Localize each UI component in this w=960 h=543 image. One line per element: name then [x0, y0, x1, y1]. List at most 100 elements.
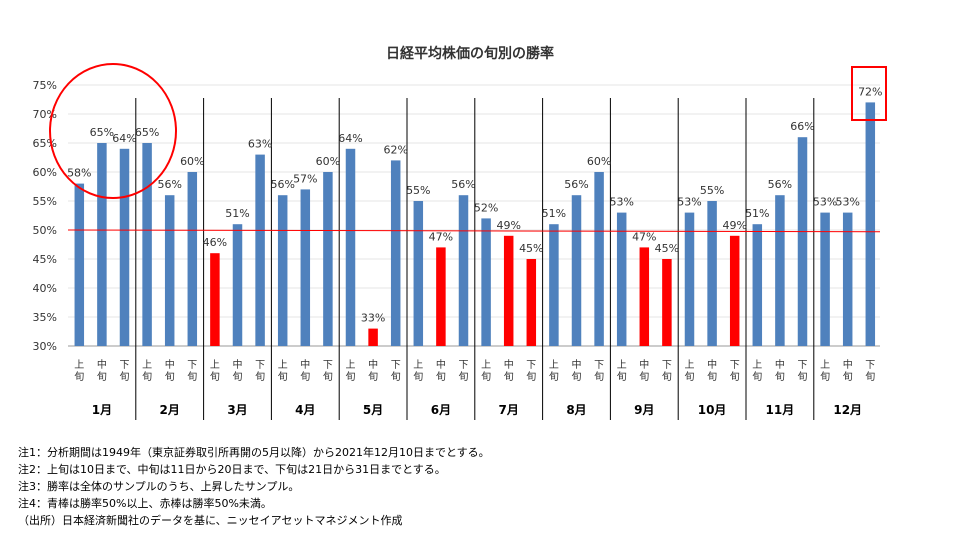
y-tick-label: 40%	[33, 282, 57, 295]
data-label: 52%	[474, 201, 498, 214]
bar	[639, 247, 650, 346]
bar	[390, 160, 401, 346]
bar	[164, 195, 175, 346]
footnotes: 注1：分析期間は1949年（東京証券取引所再開の5月以降）から2021年12月1…	[18, 444, 490, 529]
x-tick-label: 下旬	[865, 360, 875, 383]
bar	[594, 172, 604, 346]
x-tick-label: 中旬	[436, 358, 446, 383]
data-label: 65%	[135, 126, 159, 139]
x-tick-label: 中旬	[504, 358, 514, 383]
bar	[142, 143, 152, 346]
bar	[255, 154, 265, 346]
data-label: 64%	[338, 132, 362, 145]
x-tick-label: 上旬	[820, 359, 830, 383]
bar	[662, 259, 672, 346]
chart: 日経平均株価の旬別の勝率 30%35%40%45%50%55%60%65%70%…	[33, 45, 887, 420]
month-label: 11月	[766, 403, 795, 417]
bar	[752, 224, 763, 346]
x-tick-label: 上旬	[278, 359, 288, 383]
x-tick-label: 下旬	[730, 360, 740, 383]
note-4: 注4：青棒は勝率50%以上、赤棒は勝率50%未満。	[18, 497, 272, 510]
data-label: 55%	[700, 184, 724, 197]
data-label: 53%	[609, 196, 633, 209]
bar	[571, 195, 582, 346]
x-tick-label: 上旬	[617, 359, 627, 383]
bar	[458, 195, 469, 346]
x-tick-label: 上旬	[210, 359, 220, 383]
data-label: 56%	[451, 178, 475, 191]
data-label: 60%	[587, 155, 611, 168]
bar	[820, 212, 830, 346]
bar	[277, 195, 288, 346]
x-axis-period-labels: 上旬中旬下旬上旬中旬下旬上旬中旬下旬上旬中旬下旬上旬中旬下旬上旬中旬下旬上旬中旬…	[74, 358, 875, 383]
bar	[729, 235, 740, 346]
data-label: 49%	[496, 219, 520, 232]
x-tick-label: 中旬	[368, 358, 378, 383]
bar	[865, 102, 876, 347]
data-label: 46%	[203, 236, 227, 249]
bar	[526, 259, 537, 346]
x-tick-label: 下旬	[187, 360, 197, 383]
x-tick-label: 下旬	[323, 360, 333, 383]
data-label: 56%	[768, 178, 792, 191]
x-tick-label: 中旬	[775, 358, 785, 383]
y-tick-label: 55%	[33, 195, 57, 208]
y-tick-label: 30%	[33, 340, 57, 353]
month-label: 3月	[227, 403, 247, 417]
data-label: 66%	[790, 120, 814, 133]
data-label: 56%	[564, 178, 588, 191]
x-tick-label: 中旬	[233, 358, 243, 383]
bar	[436, 247, 446, 346]
y-axis-ticks: 30%35%40%45%50%55%60%65%70%75%	[33, 79, 57, 353]
bar	[797, 137, 808, 346]
note-3: 注3：勝率は全体のサンプルのうち、上昇したサンプル。	[18, 480, 300, 493]
x-tick-label: 下旬	[255, 360, 265, 383]
bar	[842, 212, 853, 346]
bar	[368, 328, 378, 346]
month-label: 9月	[634, 403, 654, 417]
x-tick-label: 下旬	[594, 360, 604, 383]
month-separators	[135, 98, 815, 420]
data-label: 56%	[270, 178, 294, 191]
data-label: 60%	[180, 155, 204, 168]
data-label: 53%	[835, 196, 859, 209]
x-tick-label: 中旬	[843, 358, 853, 383]
data-label: 64%	[112, 132, 136, 145]
bar	[775, 195, 785, 346]
data-label: 56%	[157, 178, 181, 191]
x-tick-label: 下旬	[526, 360, 536, 383]
x-tick-label: 上旬	[481, 359, 491, 383]
data-label: 47%	[632, 230, 656, 243]
bar	[503, 235, 514, 346]
bar	[97, 143, 107, 346]
bar	[300, 189, 311, 346]
x-tick-label: 中旬	[165, 358, 175, 383]
data-label: 57%	[293, 172, 317, 185]
y-tick-label: 50%	[33, 224, 57, 237]
data-label: 51%	[225, 207, 249, 220]
data-label: 63%	[248, 138, 272, 151]
bar	[232, 224, 243, 346]
data-label: 53%	[813, 196, 837, 209]
note-2: 注2：上旬は10日まで、中旬は11日から20日まで、下旬は21日から31日までと…	[18, 463, 446, 476]
y-tick-label: 75%	[33, 79, 57, 92]
bar	[74, 183, 85, 346]
highlight-circle	[49, 63, 177, 199]
bar	[481, 218, 491, 346]
note-1: 注1：分析期間は1949年（東京証券取引所再開の5月以降）から2021年12月1…	[18, 446, 490, 459]
bars	[74, 102, 876, 347]
data-label: 60%	[316, 155, 340, 168]
month-label: 4月	[295, 403, 315, 417]
bar	[413, 201, 424, 346]
x-tick-label: 下旬	[391, 360, 401, 383]
chart-title: 日経平均株価の旬別の勝率	[386, 45, 554, 62]
data-label: 51%	[745, 207, 769, 220]
data-label: 72%	[858, 85, 882, 98]
bar	[707, 201, 717, 346]
data-label: 47%	[429, 230, 453, 243]
x-tick-label: 中旬	[300, 358, 310, 383]
x-tick-label: 中旬	[97, 358, 107, 383]
bar	[210, 253, 220, 346]
data-label: 53%	[677, 196, 701, 209]
month-label: 1月	[92, 403, 112, 417]
